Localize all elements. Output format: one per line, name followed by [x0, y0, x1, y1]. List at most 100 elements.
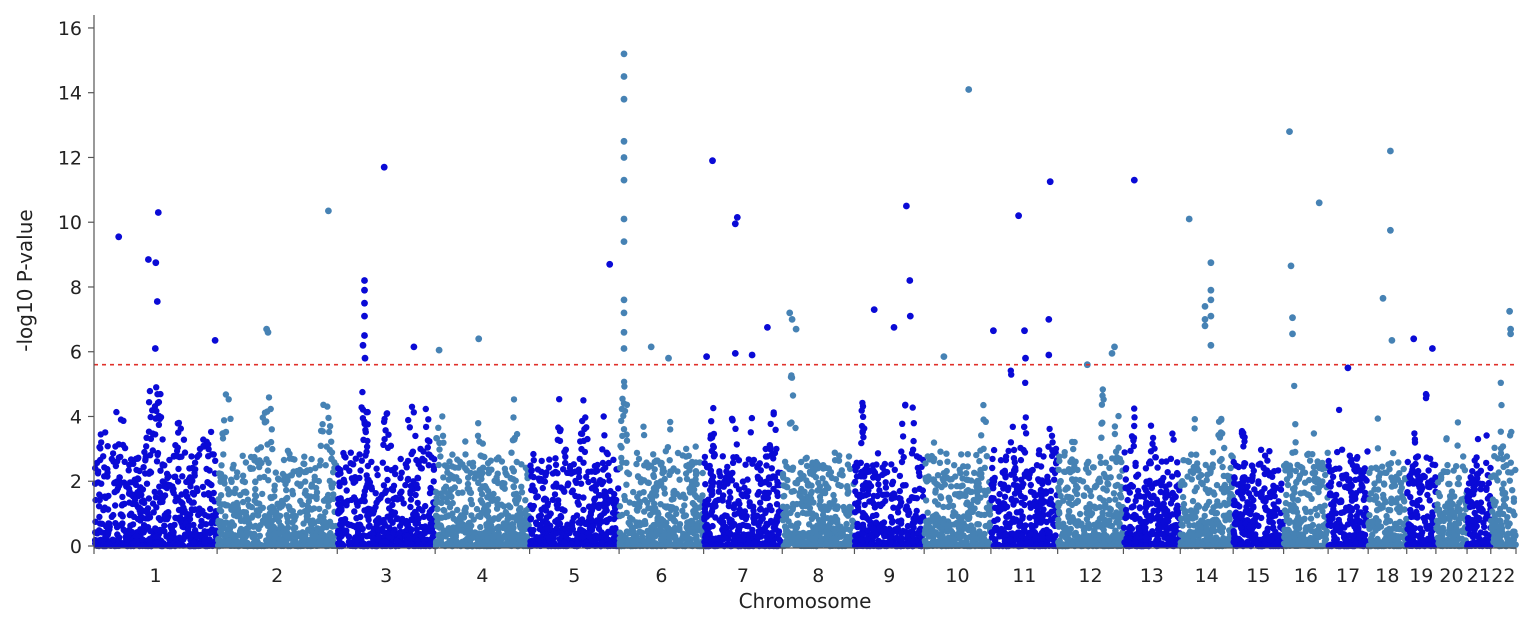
data-point: [302, 478, 309, 485]
data-point: [620, 378, 628, 385]
data-point: [747, 429, 754, 436]
data-point: [874, 450, 882, 457]
data-point: [1009, 423, 1016, 430]
data-point: [838, 532, 845, 539]
data-point: [699, 492, 706, 499]
data-point: [1052, 445, 1060, 452]
data-point: [510, 468, 517, 475]
data-point: [347, 460, 354, 467]
data-point: [978, 432, 985, 439]
data-point: [408, 403, 416, 410]
data-point: [1010, 446, 1018, 454]
data-point: [340, 476, 347, 483]
data-point: [490, 533, 498, 540]
data-point: [143, 480, 151, 487]
data-point: [528, 473, 535, 480]
data-point: [233, 513, 241, 520]
data-point: [420, 513, 427, 520]
data-point: [817, 463, 824, 470]
data-point: [977, 511, 985, 518]
data-point: [361, 418, 368, 425]
data-point: [702, 481, 709, 488]
data-point: [601, 432, 608, 439]
data-point: [431, 456, 438, 463]
data-point: [314, 525, 321, 532]
data-point: [175, 419, 183, 427]
data-point: [407, 482, 414, 490]
data-point: [744, 541, 752, 548]
data-point: [876, 523, 883, 531]
data-point: [446, 537, 453, 545]
data-point: [591, 496, 598, 503]
data-point: [542, 472, 549, 479]
data-point: [292, 524, 299, 531]
data-point: [184, 526, 192, 533]
data-point: [116, 534, 123, 541]
data-point: [508, 449, 515, 456]
data-point: [375, 496, 382, 503]
data-point: [895, 518, 902, 525]
data-point: [322, 508, 329, 516]
data-point: [703, 522, 710, 529]
data-point: [340, 519, 347, 526]
data-point: [172, 442, 179, 449]
data-point: [852, 500, 859, 507]
data-point: [370, 535, 377, 542]
data-point: [229, 465, 236, 472]
data-point: [450, 515, 457, 522]
data-point: [217, 470, 225, 478]
data-point: [585, 478, 592, 486]
data-point: [693, 505, 700, 513]
data-point: [490, 490, 497, 498]
data-point: [990, 446, 998, 454]
data-point: [537, 512, 545, 519]
data-point: [233, 473, 240, 481]
data-point: [1022, 430, 1030, 437]
data-point: [657, 526, 665, 534]
data-point: [597, 477, 604, 484]
data-point: [269, 445, 276, 453]
data-point: [706, 486, 714, 494]
data-point: [207, 505, 214, 513]
data-point: [476, 467, 483, 474]
data-point: [272, 469, 279, 476]
data-point: [970, 496, 977, 504]
data-point: [427, 484, 434, 492]
data-point: [630, 488, 637, 496]
data-point: [964, 451, 971, 458]
data-point: [187, 480, 194, 487]
data-point: [315, 477, 322, 485]
data-point: [788, 419, 795, 426]
data-point: [255, 525, 262, 533]
data-point: [227, 415, 234, 422]
data-point: [297, 497, 304, 505]
data-point: [1020, 423, 1028, 431]
data-point: [494, 479, 502, 487]
data-point: [411, 508, 419, 516]
data-point: [560, 466, 567, 473]
data-point: [206, 537, 213, 544]
data-point: [646, 462, 653, 469]
data-point: [875, 537, 882, 545]
data-point: [729, 417, 736, 424]
data-point: [553, 480, 560, 487]
data-point: [241, 478, 249, 486]
data-point: [965, 515, 973, 522]
data-point: [598, 512, 605, 519]
data-point: [764, 521, 771, 528]
data-point: [446, 458, 453, 465]
data-point: [205, 453, 212, 460]
data-point: [252, 492, 260, 500]
data-point: [911, 487, 919, 494]
data-point: [936, 533, 944, 541]
data-point: [357, 467, 364, 474]
data-point: [528, 467, 535, 475]
data-point: [859, 428, 866, 435]
data-point: [337, 470, 344, 477]
data-point: [967, 522, 975, 529]
data-point: [679, 507, 686, 514]
data-point: [800, 539, 808, 546]
data-point: [256, 532, 263, 539]
data-point: [706, 530, 713, 537]
data-point: [240, 489, 247, 496]
